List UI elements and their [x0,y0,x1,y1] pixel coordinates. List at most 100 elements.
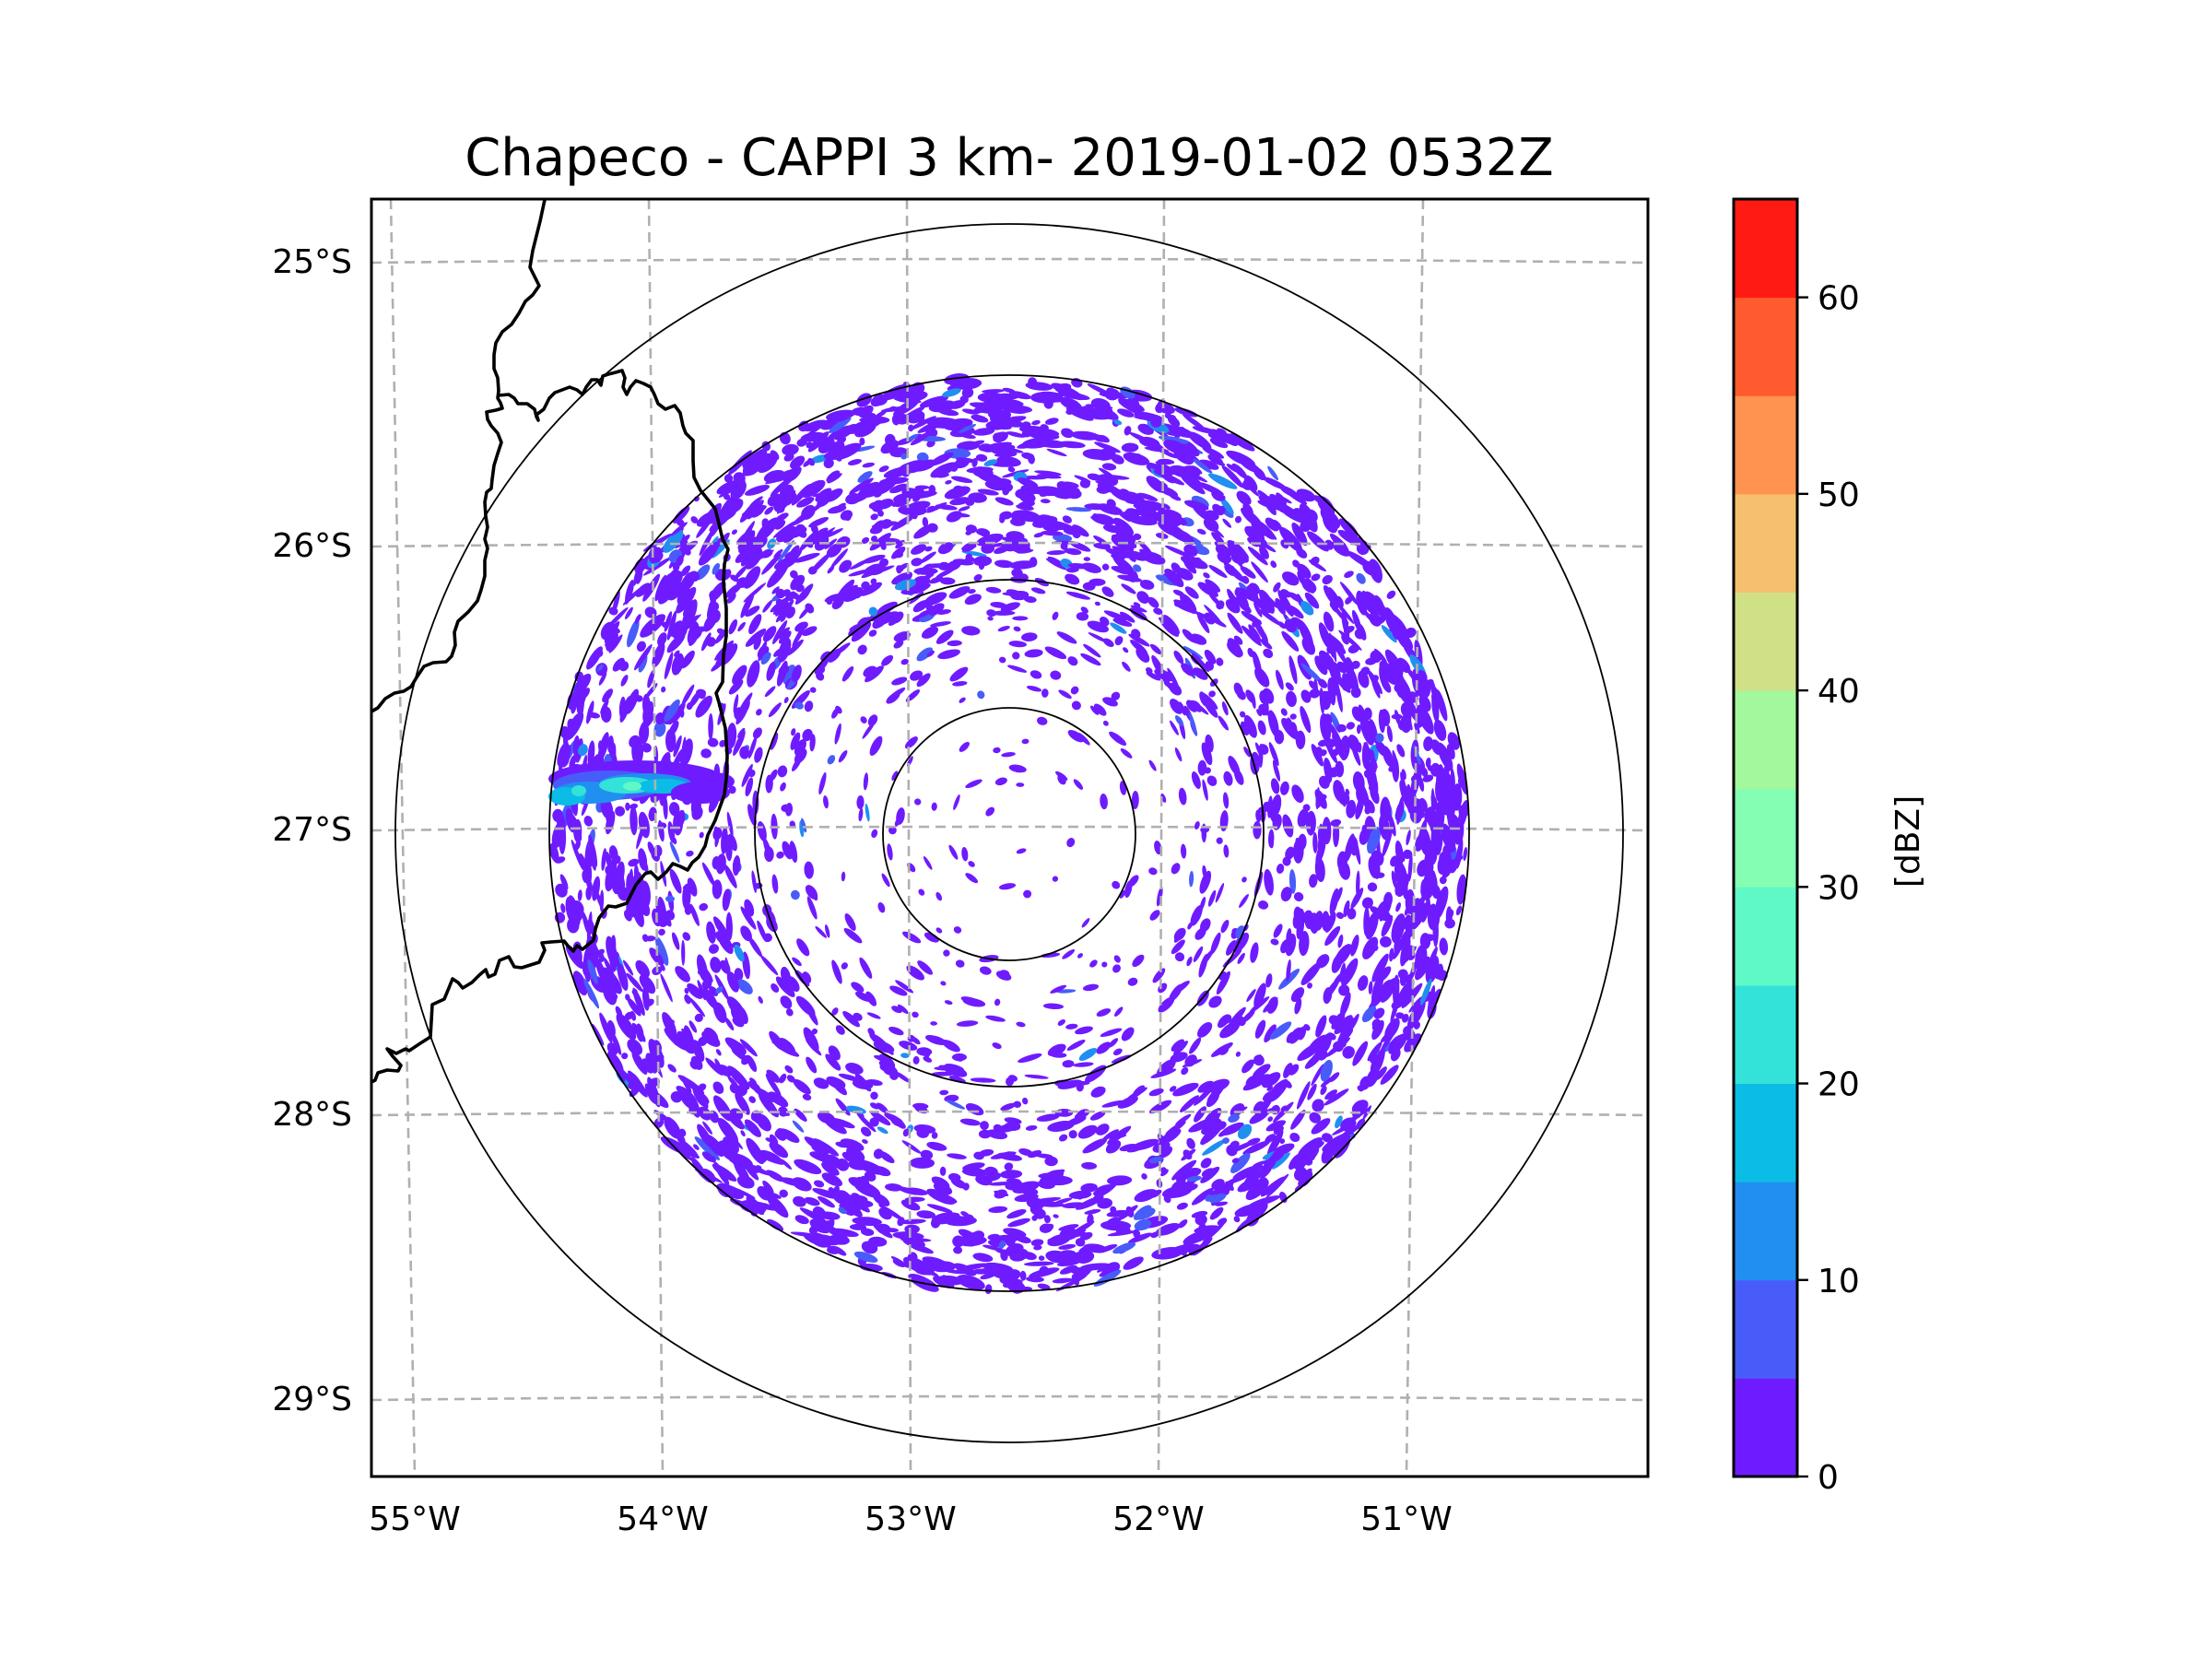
echo-cell [1342,1045,1355,1059]
echo-cell [1207,473,1238,489]
echo-cell [782,443,799,456]
meridian-gridline [1157,199,1166,1477]
echo-cell [1234,769,1244,785]
echo-cell [1344,571,1354,579]
echo-cell [1174,952,1185,962]
echo-cell [715,1140,726,1149]
echo-cell [762,600,773,613]
echo-cell [589,848,596,871]
echo-cell [1346,550,1375,571]
echo-cell [1172,1082,1199,1097]
echo-cell [1040,492,1049,497]
echo-cell [994,559,1014,569]
border-line-west [371,199,547,713]
echo-cell [1154,841,1162,855]
echo-cell [1056,631,1077,644]
echo-cell [964,594,982,606]
echo-cell [796,938,810,957]
echo-cell [1181,1066,1189,1076]
echo-cell [1148,759,1157,771]
echo-cell [602,688,614,702]
echo-cell [1312,495,1328,505]
echo-cell [853,1251,878,1263]
echo-cell [1006,1077,1015,1087]
echo-cell [872,613,888,629]
echo-cell [1433,719,1447,741]
echo-cell [1081,918,1090,928]
echo-cell [1352,1041,1369,1066]
echo-cell [1133,564,1142,572]
echo-cell [1062,481,1079,488]
echo-cell [1163,1194,1171,1204]
echo-cell [780,614,786,622]
echo-cell [670,1091,683,1103]
echo-cell [965,530,971,535]
echo-cell [735,705,748,725]
colorbar-bin [1734,493,1797,593]
echo-cell [1167,667,1180,689]
echo-cell [1439,851,1451,865]
echo-cell [1381,914,1394,937]
echo-cell [1380,796,1391,824]
echo-cell [924,1035,947,1045]
echo-cell [1119,889,1126,899]
echo-cell [1100,1220,1132,1231]
echo-cell [829,417,852,434]
echo-cell [774,469,795,482]
echo-cell [1339,582,1359,606]
echo-cell [647,841,655,856]
echo-cell [691,1040,705,1063]
echo-cell [1413,1021,1420,1030]
echo-cell [944,486,971,500]
echo-cell [1277,590,1294,618]
echo-cell [865,1078,883,1087]
echo-cell [586,700,594,724]
echo-cell [747,935,763,958]
echo-cell [1375,1066,1387,1080]
echo-cell [835,1190,850,1199]
echo-cell [1237,952,1245,964]
echo-cell [1030,587,1046,594]
echo-cell [920,1149,934,1160]
echo-cell [1359,828,1371,845]
echo-cell [747,1055,758,1073]
echo-cell [1004,1162,1014,1171]
echo-cell [1192,426,1218,434]
echo-cell [1262,631,1269,645]
echo-cell [1395,979,1415,1008]
echo-cell [1080,606,1088,614]
echo-cell [1212,503,1224,515]
echo-cell [823,794,829,809]
echo-cell [1065,1115,1087,1126]
echo-cell [987,1233,1001,1241]
echo-cell [1190,904,1203,926]
echo-cell [1289,713,1297,720]
echo-cell [910,670,924,681]
echo-cell [576,683,583,713]
echo-cell [1205,734,1214,753]
echo-cell [1167,522,1178,533]
gridlines [371,199,1648,1477]
echo-cell [1011,510,1023,522]
echo-cell [1292,839,1304,864]
echo-cell [1329,1072,1340,1083]
echo-cell [1133,1229,1141,1239]
echo-cell [1097,1243,1118,1253]
echo-cell [720,959,731,974]
echo-cell [1174,747,1182,762]
echo-cell [1322,1133,1333,1143]
echo-cell [724,474,734,483]
range-ring-2 [754,579,1265,1088]
echo-cell [1090,705,1100,715]
colorbar-bin [1734,592,1797,691]
echo-cell [949,512,971,518]
echo-cell [647,670,655,688]
echo-cell [953,1246,963,1254]
echo-cell [786,1075,795,1083]
echo-cell [985,806,995,817]
echo-cell [736,979,753,994]
echo-cell [747,804,757,827]
echo-cell [675,966,690,982]
echo-cell [1046,448,1067,457]
echo-cell [1173,1041,1188,1056]
